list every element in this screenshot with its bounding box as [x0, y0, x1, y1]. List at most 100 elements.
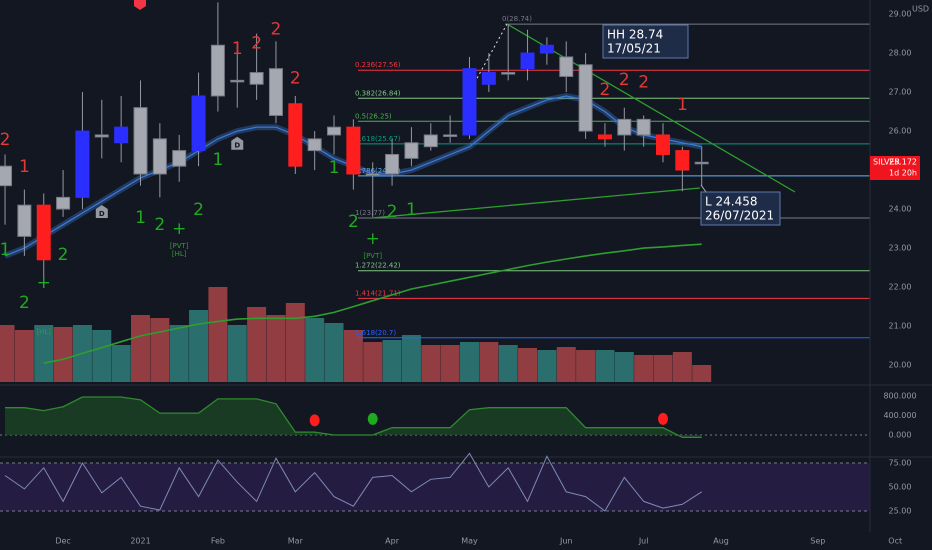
volume-bar: [459, 342, 479, 382]
td-count: 2: [0, 130, 10, 150]
volume-bar: [595, 350, 615, 382]
td-count: 1: [329, 158, 340, 178]
td-count: 1: [135, 208, 146, 228]
td-count: 2: [271, 20, 282, 40]
candle-body: [327, 126, 342, 136]
y-tick-label: 28.00: [889, 49, 912, 58]
candle-body: [675, 150, 690, 171]
last-price-value: 25.172: [889, 158, 917, 167]
td-count: 2: [193, 200, 204, 220]
candle-body: [694, 161, 709, 165]
fib-label: 0.5(26.25): [355, 112, 392, 120]
y-tick-label: 29.00: [889, 10, 912, 19]
d-marker-label: D: [234, 142, 240, 150]
d-marker: [95, 204, 108, 218]
candle-body: [133, 107, 148, 175]
candle-body: [617, 118, 632, 136]
candle-body: [423, 134, 438, 148]
fib-label: 0.786(24.85): [355, 167, 401, 175]
candle-body: [365, 173, 380, 176]
currency: USD: [912, 5, 929, 14]
volume-bar: [672, 352, 692, 382]
candle-body: [539, 44, 554, 54]
td-count: 2: [251, 33, 262, 53]
td-count: 2: [638, 72, 649, 92]
td-count: 2: [19, 293, 30, 313]
signal-dot: [367, 412, 378, 425]
annotation-pointer: [700, 184, 707, 193]
signal-flag: [134, 0, 146, 10]
y-tick-label: 400.000: [883, 411, 916, 420]
volume-bar: [208, 287, 228, 382]
volume-bar: [634, 355, 654, 382]
y-tick-label: 20.00: [889, 361, 912, 370]
candle-body: [404, 142, 419, 159]
candle-body: [114, 126, 129, 144]
candle-body: [230, 79, 245, 83]
rsi-pane: 75.00 50.00 25.00: [0, 452, 912, 515]
y-tick-label: 800.000: [883, 391, 916, 400]
x-tick-label: May: [461, 537, 478, 546]
volume-bar: [556, 347, 576, 382]
y-tick-label: 25.00: [889, 506, 912, 515]
rsi-line: [4, 452, 702, 512]
volume-bar: [130, 315, 150, 382]
candle-body: [443, 134, 458, 137]
oscillator-line: [5, 396, 702, 439]
candle-body: [559, 56, 574, 77]
volume-bar: [692, 365, 712, 382]
candle-body: [17, 204, 32, 237]
td-count: +: [172, 219, 186, 239]
volume-bar: [305, 318, 325, 382]
candle-body: [94, 134, 109, 138]
fib-label: 1(23.77): [355, 209, 385, 217]
x-tick-label: Mar: [288, 537, 304, 546]
volume-bar: [363, 342, 383, 382]
volume-bar: [150, 318, 170, 382]
candle-body: [152, 138, 167, 175]
y-tick-label: 50.00: [889, 482, 912, 491]
candle-body: [249, 72, 264, 85]
td-count: +: [366, 229, 380, 249]
annotation-label: HH 28.74: [607, 28, 663, 42]
countdown: 1d 20h: [889, 169, 917, 178]
volume: [0, 287, 712, 382]
td-count: 2: [290, 68, 301, 88]
y-tick-label: 75.00: [889, 458, 912, 467]
y-tick-label: 26.00: [889, 127, 912, 136]
volume-bar: [169, 325, 189, 382]
volume-bar: [382, 340, 402, 382]
signal-dot: [309, 414, 320, 427]
fib-label: 0.382(26.84): [355, 89, 401, 97]
td-count: 2: [58, 245, 69, 265]
y-tick-label: 22.00: [889, 283, 912, 292]
td-count: 2: [387, 202, 398, 222]
candles: [0, 2, 709, 288]
td-count: +: [37, 273, 51, 293]
td-count: 1: [19, 157, 30, 177]
candle-body: [385, 153, 400, 175]
d-marker: [231, 136, 244, 150]
trend-line: [371, 187, 701, 219]
trend-line: [506, 23, 796, 193]
y-tick-label: 21.00: [889, 322, 912, 331]
volume-bar: [653, 355, 673, 382]
volume-bar: [518, 348, 538, 382]
candle-body: [288, 103, 303, 167]
td-count: 2: [154, 215, 165, 235]
candle-body: [481, 72, 496, 85]
pivot-label: [PVT]: [170, 242, 189, 250]
x-tick-label: Oct: [888, 537, 902, 546]
td-count: 1: [0, 240, 10, 260]
fib-label: 1.414(21.71): [355, 289, 401, 297]
volume-bar: [498, 345, 518, 382]
annotation-box: [700, 191, 781, 226]
candle-body: [0, 165, 13, 187]
fib-label: 0.618(25.67): [355, 135, 401, 143]
fib-label: 0.236(27.56): [355, 61, 401, 69]
oscillator-area: [5, 397, 702, 438]
x-tick-label: Jul: [638, 537, 649, 546]
fib-label: 0(28.74): [502, 15, 532, 23]
signal-dot: [658, 412, 669, 425]
